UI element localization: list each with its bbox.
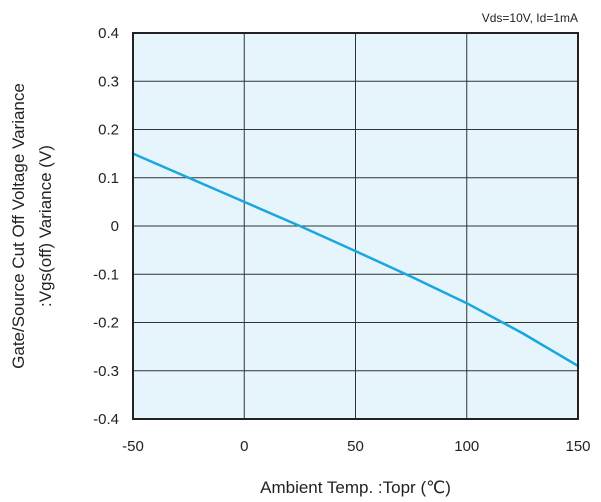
y-tick-label: 0.2 <box>98 122 119 139</box>
series-line <box>131 152 580 368</box>
y-tick-label: -0.1 <box>93 266 119 283</box>
x-tick-label: -50 <box>122 438 144 455</box>
x-axis-title: Ambient Temp. :Topr (℃) <box>260 478 451 497</box>
x-tick-label: 150 <box>565 438 590 455</box>
x-tick-label: 50 <box>347 438 364 455</box>
y-tick-label: -0.3 <box>93 363 119 380</box>
y-tick-label: -0.2 <box>93 315 119 332</box>
x-tick-label: 0 <box>240 438 248 455</box>
y-tick-label: 0.1 <box>98 170 119 187</box>
y-axis-title-line-1: Gate/Source Cut Off Voltage Variance <box>9 83 28 369</box>
y-tick-label: 0.3 <box>98 73 119 90</box>
y-tick-label: -0.4 <box>93 411 119 428</box>
y-tick-label: 0.4 <box>98 25 119 42</box>
y-tick-labels: 0.4 0.3 0.2 0.1 0 -0.1 -0.2 -0.3 -0.4 <box>93 25 119 428</box>
x-tick-label: 100 <box>454 438 479 455</box>
plot-frame <box>132 32 579 420</box>
y-tick-label: 0 <box>111 218 119 235</box>
y-axis-title-line-2: :Vgs(off) Variance (V) <box>36 145 55 307</box>
x-tick-labels: -50 0 50 100 150 <box>122 438 590 455</box>
conditions-annotation: Vds=10V, Id=1mA <box>482 11 578 25</box>
